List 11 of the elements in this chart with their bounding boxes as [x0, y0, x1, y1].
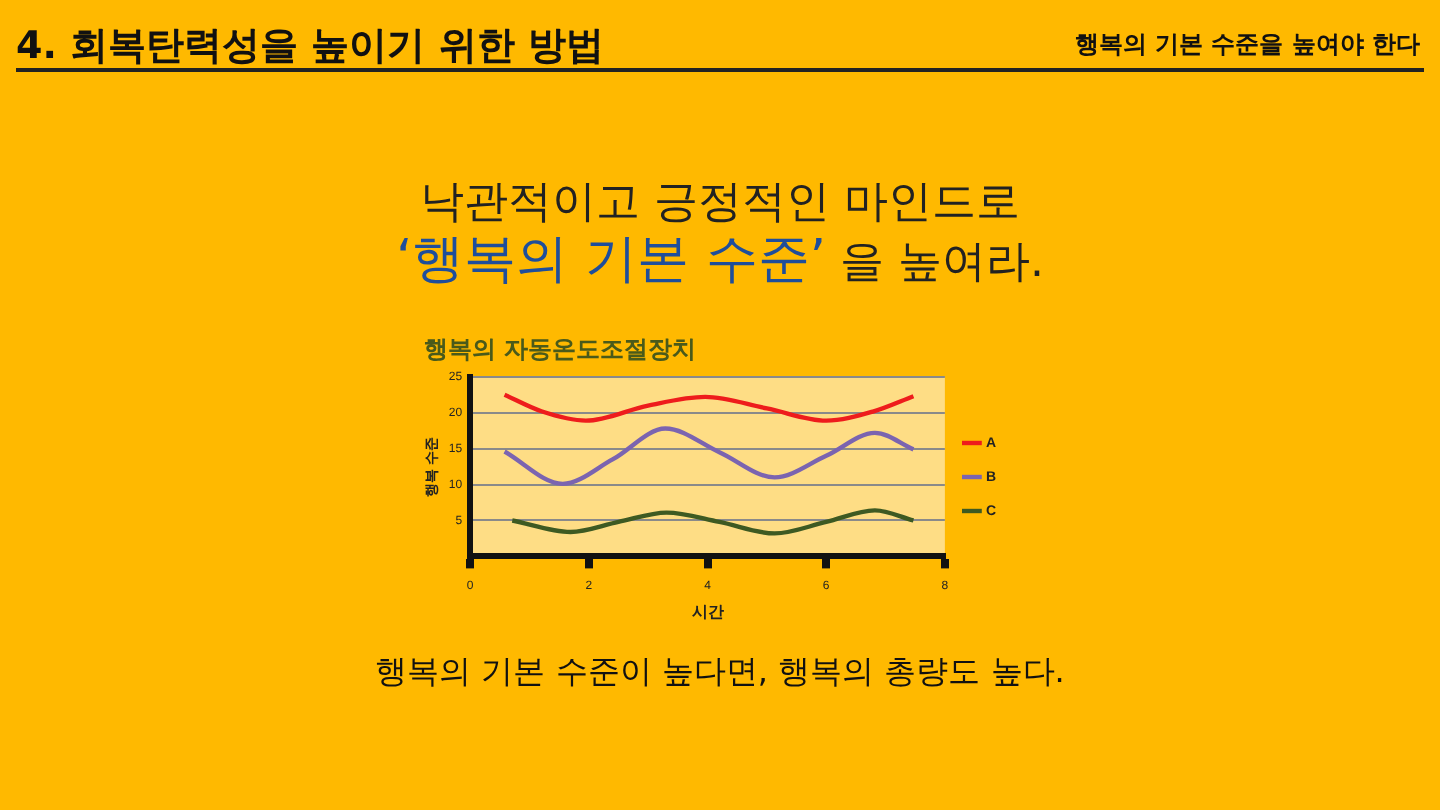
line-series — [502, 426, 916, 487]
line-series — [502, 392, 916, 423]
text: 4. 회복탄력성을 높이기 위한 방법 — [16, 22, 604, 72]
x-axis-title: 시간 — [691, 602, 724, 621]
text: ‘행복의 기본 수준’ — [395, 230, 827, 290]
text: 행복의 기본 수준을 높여야 한다 — [1074, 28, 1420, 62]
chart-title: 행복의 자동온도조절장치 — [424, 334, 697, 363]
text: 을 높여라. — [840, 238, 1045, 288]
line-series — [510, 508, 916, 536]
text: 낙관적이고 긍정적인 마인드로 — [420, 178, 1020, 228]
text: 행복의 기본 수준이 높다면, 행복의 총량도 높다. — [373, 652, 1067, 694]
